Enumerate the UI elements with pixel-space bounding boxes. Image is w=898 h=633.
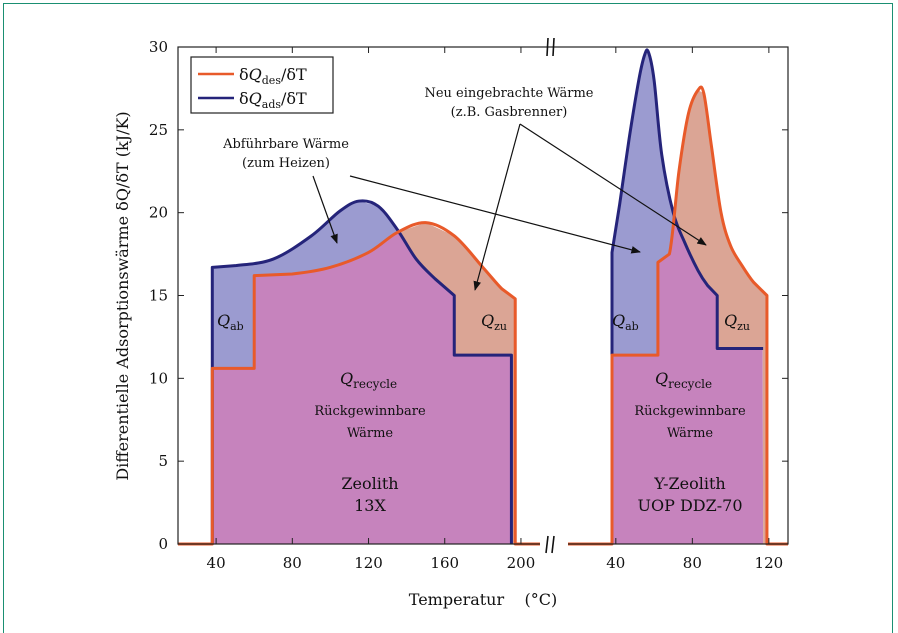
legend-label-des: δQdes/δT — [239, 65, 307, 87]
recycle-area-1 — [212, 232, 515, 545]
x-tick-label-1-120: 120 — [354, 554, 383, 572]
y-tick-label-20: 20 — [149, 204, 168, 222]
panel2-name-line1: Y-Zeolith — [653, 474, 725, 493]
label-q-ab-2: Qab — [612, 311, 639, 333]
recycle-desc-line2-2: Wärme — [667, 426, 714, 441]
label-q-ab-1: Qab — [217, 311, 244, 333]
legend-label-ads: δQads/δT — [239, 89, 307, 111]
series-line-des-2 — [568, 85, 788, 546]
panel2-labels: Qab Qzu Qrecycle Rückgewinnbare Wärme Y-… — [612, 311, 750, 515]
y-tick-label-25: 25 — [149, 121, 168, 139]
axis-break — [540, 37, 568, 554]
legend: δQdes/δT δQads/δT — [190, 56, 334, 114]
annotation-abfuehrbar-line2: (zum Heizen) — [242, 156, 330, 171]
q-ab-area-2 — [612, 52, 767, 545]
recycle-area-2 — [612, 215, 767, 545]
panel1-name-line2: 13X — [354, 496, 386, 515]
y-tick-label-0: 0 — [158, 535, 168, 553]
annotation-neu-line1: Neu eingebrachte Wärme — [424, 86, 593, 101]
y-tick-label-30: 30 — [149, 38, 168, 56]
figure-frame — [3, 3, 893, 633]
x-tick-label-1-200: 200 — [507, 554, 536, 572]
q-zu-area-2 — [612, 90, 767, 544]
axis-ticks: 40 80 120 160 200 40 80 120 0 5 10 15 20 25 30 — [149, 38, 788, 572]
series-line-ads-2 — [610, 48, 764, 544]
annotation-neu-line2: (z.B. Gasbrenner) — [451, 105, 568, 120]
panel1-labels: Qab Qzu Qrecycle Rückgewinnbare Wärme Ze… — [217, 311, 507, 515]
x-tick-label-1-160: 160 — [430, 554, 459, 572]
y-tick-label-5: 5 — [158, 452, 168, 470]
annotation-abfuehrbar: Abführbare Wärme (zum Heizen) — [222, 137, 641, 254]
series-line-des-1 — [178, 221, 540, 546]
annotation-neu: Neu eingebrachte Wärme (z.B. Gasbrenner) — [424, 86, 707, 291]
x-tick-label-2-120: 120 — [755, 554, 784, 572]
area-fills — [212, 52, 767, 545]
label-q-zu-2: Qzu — [724, 311, 750, 333]
arrow-abfuehrbar-left — [312, 175, 338, 244]
annotation-abfuehrbar-line1: Abführbare Wärme — [222, 137, 349, 152]
adsorption-heat-chart: 40 80 120 160 200 40 80 120 0 5 10 15 20 25 30 Differe… — [113, 37, 789, 609]
label-q-zu-1: Qzu — [481, 311, 507, 333]
x-tick-label-2-80: 80 — [683, 554, 702, 572]
recycle-desc-line1: Rückgewinnbare — [314, 404, 426, 419]
legend-box — [190, 56, 334, 114]
x-tick-label-1-40: 40 — [207, 554, 226, 572]
x-tick-label-1-80: 80 — [283, 554, 302, 572]
y-tick-label-15: 15 — [149, 287, 168, 305]
label-q-recycle-1: Qrecycle — [340, 369, 397, 391]
label-q-recycle-2: Qrecycle — [655, 369, 712, 391]
x-axis-label: Temperatur (°C) — [409, 590, 557, 609]
recycle-desc-line1-2: Rückgewinnbare — [634, 404, 746, 419]
y-tick-label-10: 10 — [149, 369, 168, 387]
y-axis-label: Differentielle Adsorptionswärme δQ/δT (k… — [113, 111, 132, 480]
recycle-desc-line2: Wärme — [347, 426, 394, 441]
panel1-name-line1: Zeolith — [341, 474, 398, 493]
arrow-neu-right — [519, 123, 707, 246]
series-line-ads-1 — [210, 199, 513, 544]
panel2-name-line2: UOP DDZ-70 — [638, 496, 743, 515]
series-lines — [178, 48, 788, 546]
arrow-neu-left — [473, 123, 521, 291]
x-tick-label-2-40: 40 — [606, 554, 625, 572]
